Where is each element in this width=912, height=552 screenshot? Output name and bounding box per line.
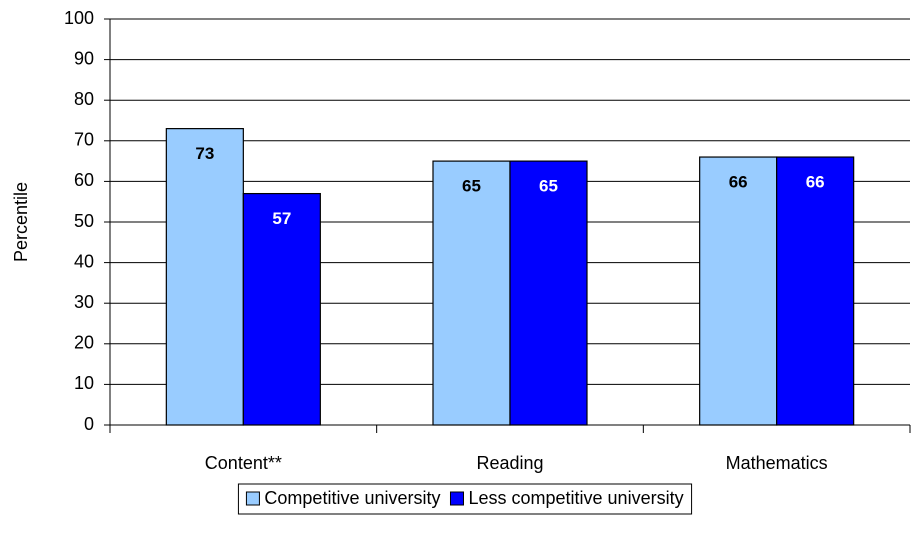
y-tick-label: 30 <box>74 292 94 312</box>
bar <box>776 156 855 426</box>
y-tick-label: 80 <box>74 89 94 109</box>
y-tick-label: 70 <box>74 130 94 150</box>
bar <box>165 128 244 426</box>
y-tick-label: 20 <box>74 333 94 353</box>
data-label: 66 <box>806 173 825 192</box>
bar <box>432 160 511 426</box>
y-tick-label: 0 <box>84 414 94 434</box>
data-label: 73 <box>195 144 214 163</box>
legend-label: Less competitive university <box>468 488 683 508</box>
legend-swatch <box>449 491 464 506</box>
legend-swatch <box>245 491 260 506</box>
bar <box>699 156 778 426</box>
y-tick-label: 100 <box>64 8 94 28</box>
data-label: 65 <box>462 177 481 196</box>
x-tick-label: Reading <box>476 453 543 473</box>
data-label: 66 <box>729 173 748 192</box>
y-tick-label: 10 <box>74 373 94 393</box>
legend-box <box>237 483 693 515</box>
x-tick-label: Content** <box>205 453 282 473</box>
legend-label: Competitive university <box>264 488 440 508</box>
bar <box>242 192 321 426</box>
y-tick-label: 90 <box>74 48 94 68</box>
data-label: 65 <box>539 177 558 196</box>
x-tick-label: Mathematics <box>726 453 828 473</box>
legend: Competitive university Less competitive u… <box>237 483 693 515</box>
y-tick-label: 40 <box>74 251 94 271</box>
y-axis-label: Percentile <box>11 182 31 262</box>
data-label: 57 <box>272 209 291 228</box>
y-tick-label: 60 <box>74 170 94 190</box>
bar <box>509 160 588 426</box>
y-tick-label: 50 <box>74 211 94 231</box>
